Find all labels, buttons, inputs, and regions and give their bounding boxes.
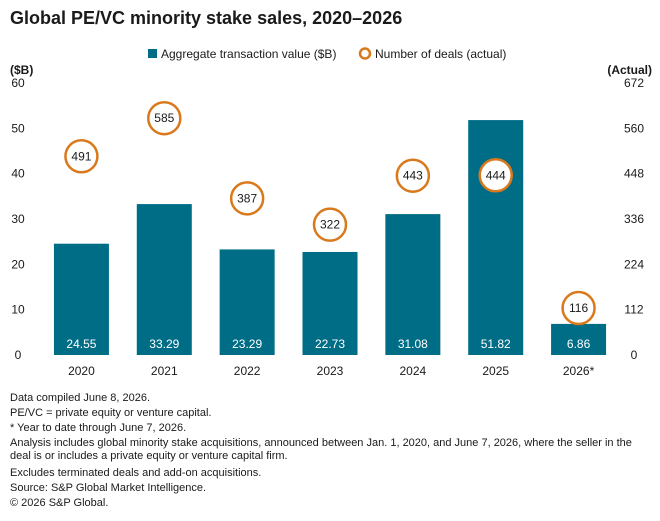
x-tick-label: 2020 [68, 364, 95, 378]
bar [302, 251, 358, 355]
y-right-tick-label: 448 [624, 167, 644, 181]
deal-count-label: 116 [569, 301, 588, 315]
bar-value-label: 22.73 [315, 337, 345, 351]
deal-count-marker [312, 207, 348, 242]
footnote-excludes: Excludes terminated deals and add-on acq… [10, 467, 262, 479]
deal-count-label: 387 [237, 191, 257, 205]
x-tick-label: 2026* [563, 364, 595, 378]
footnote-pevc: PE/VC = private equity or venture capita… [10, 407, 212, 419]
legend-circle-swatch [358, 47, 372, 60]
y-right-tick-label: 672 [624, 76, 644, 90]
legend-bar-swatch [148, 49, 157, 58]
y-left-tick-label: 20 [11, 257, 25, 271]
y-left-tick-label: 60 [11, 76, 25, 90]
y-right-tick-label: 560 [624, 121, 644, 135]
y-right-tick-label: 0 [631, 348, 638, 362]
y-right-tick-label: 112 [624, 303, 643, 317]
deal-count-label: 443 [403, 169, 423, 183]
y-left-tick-label: 10 [11, 303, 25, 317]
bar [385, 214, 441, 355]
y-left-tick-label: 0 [15, 348, 22, 362]
bar [53, 243, 109, 355]
y-right-tick-label: 224 [624, 257, 644, 271]
footnote-compiled: Data compiled June 8, 2026. [10, 392, 151, 404]
x-tick-label: 2021 [151, 364, 178, 378]
deal-count-label: 322 [320, 218, 340, 232]
bar-value-label: 31.08 [398, 337, 428, 351]
deal-count-label: 444 [486, 168, 506, 182]
deal-count-marker [229, 181, 265, 216]
deal-count-marker [395, 158, 431, 193]
bar-value-label: 23.29 [232, 337, 262, 351]
chart: Aggregate transaction value ($B) Number o… [10, 47, 652, 378]
y-left-tick-label: 30 [11, 212, 25, 226]
x-tick-label: 2023 [317, 364, 344, 378]
y-right-tick-label: 336 [624, 212, 644, 226]
legend-circle-label: Number of deals (actual) [375, 47, 506, 61]
footnote-analysis: Analysis includes global minority stake … [10, 437, 632, 462]
y-right-axis-label: (Actual) [607, 63, 652, 77]
deal-count-label: 491 [71, 149, 91, 163]
x-tick-label: 2024 [400, 364, 427, 378]
legend-bar-label: Aggregate transaction value ($B) [161, 47, 336, 61]
deal-count-marker [147, 100, 182, 136]
footnote-ytd: * Year to date through June 7, 2026. [10, 422, 187, 434]
x-tick-label: 2022 [234, 364, 261, 378]
bar [468, 120, 524, 355]
y-left-axis-label: ($B) [10, 63, 33, 77]
bar [136, 204, 192, 355]
deal-count-marker [478, 158, 513, 193]
bar-value-label: 6.86 [567, 337, 591, 351]
deal-count-label: 585 [154, 111, 174, 125]
bar [551, 323, 607, 355]
chart-title: Global PE/VC minority stake sales, 2020–… [10, 8, 403, 28]
bar [219, 249, 275, 355]
bar-value-label: 33.29 [149, 337, 179, 351]
y-left-tick-label: 50 [11, 121, 25, 135]
bar-value-label: 51.82 [481, 337, 511, 351]
x-tick-label: 2025 [482, 364, 509, 378]
deal-count-marker [64, 139, 99, 174]
y-left-tick-label: 40 [11, 167, 25, 181]
deal-count-marker [561, 290, 596, 326]
bar-value-label: 24.55 [66, 337, 96, 351]
footnotes: Data compiled June 8, 2026. PE/VC = priv… [10, 392, 655, 512]
footnote-copyright: © 2026 S&P Global. [10, 497, 109, 509]
footnote-source: Source: S&P Global Market Intelligence. [10, 482, 207, 494]
